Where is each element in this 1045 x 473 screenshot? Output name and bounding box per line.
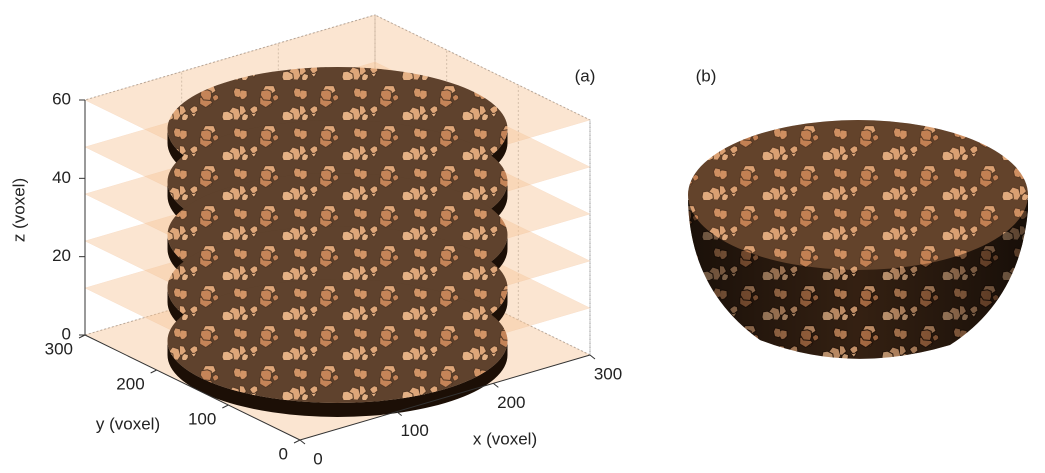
y-tick-label: 200: [116, 374, 144, 393]
z-tick-label: 0: [62, 324, 71, 343]
y-tick: [151, 370, 157, 373]
z-tick-label: 20: [52, 246, 71, 265]
x-tick-label: 100: [400, 421, 428, 440]
x-tick: [493, 383, 498, 387]
slice-stack: [85, 15, 590, 440]
y-tick-label: 0: [279, 444, 288, 463]
x-tick: [300, 440, 305, 444]
z-axis-label: z (voxel): [9, 178, 28, 242]
y-tick: [294, 440, 300, 443]
y-axis-label: y (voxel): [96, 414, 160, 433]
x-tick-label: 200: [497, 393, 525, 412]
z-tick-label: 40: [52, 168, 71, 187]
figure: 010020030001002003000204060 z (voxel) y …: [0, 0, 1045, 473]
x-tick: [590, 355, 595, 359]
y-tick: [222, 405, 228, 408]
y-tick-label: 100: [188, 409, 216, 428]
x-axis-label: x (voxel): [473, 429, 537, 448]
panel-label: (b): [696, 66, 717, 85]
disc-shade: [168, 279, 508, 403]
x-tick-label: 0: [313, 449, 322, 468]
panel-label: (a): [575, 66, 596, 85]
z-tick-label: 60: [52, 89, 71, 108]
x-tick-label: 300: [594, 364, 622, 383]
sample-render: [688, 120, 1028, 359]
